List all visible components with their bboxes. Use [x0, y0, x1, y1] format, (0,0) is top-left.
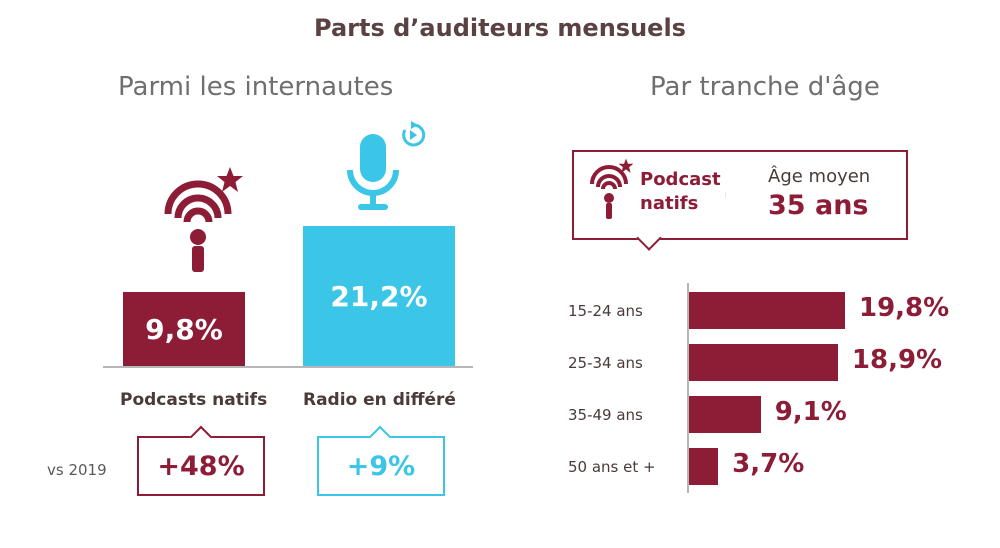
star-icon — [618, 158, 634, 173]
age-category-label: 25-34 ans — [568, 354, 643, 372]
left-chart-baseline — [103, 366, 473, 368]
age-value-label: 3,7% — [732, 449, 805, 479]
age-bar — [689, 292, 845, 329]
bar-value-label: 9,8% — [145, 312, 223, 346]
age-category-label: 35-49 ans — [568, 406, 643, 424]
bar-value-label: 21,2% — [330, 279, 428, 313]
callout-divider — [724, 191, 726, 199]
change-value: +9% — [346, 450, 416, 482]
vs-2019-label: vs 2019 — [47, 461, 107, 479]
podcast-antenna-icon — [590, 165, 628, 219]
age-bar — [689, 448, 719, 485]
bar-radio-en-differe: 21,2% — [303, 226, 455, 366]
change-value: +48% — [157, 450, 245, 482]
age-value-label: 18,9% — [851, 345, 943, 375]
age-category-label: 15-24 ans — [568, 302, 643, 320]
age-chart-axis — [687, 283, 689, 493]
category-label-radio: Radio en différé — [303, 390, 456, 410]
replay-icon — [402, 121, 426, 147]
age-value-label: 9,1% — [774, 397, 847, 427]
category-label-podcasts: Podcasts natifs — [120, 390, 268, 410]
star-icon — [217, 167, 243, 192]
age-category-label: 50 ans et + — [568, 458, 656, 476]
change-box-podcasts: +48% — [137, 436, 265, 496]
microphone-icon — [347, 134, 399, 210]
bar-podcasts-natifs: 9,8% — [123, 292, 245, 366]
age-bar — [689, 396, 761, 433]
average-age-label: Âge moyen — [768, 166, 871, 187]
left-panel-subtitle: Parmi les internautes — [118, 72, 394, 102]
podcast-antenna-icon — [164, 180, 232, 272]
average-age-value: 35 ans — [768, 190, 869, 221]
callout-podcast-label: Podcast natifs — [640, 169, 721, 214]
age-bar — [689, 344, 838, 381]
average-age-callout — [572, 150, 908, 240]
age-value-label: 19,8% — [859, 293, 950, 323]
right-panel-subtitle: Par tranche d'âge — [650, 72, 880, 102]
chart-title: Parts d’auditeurs mensuels — [314, 14, 686, 42]
